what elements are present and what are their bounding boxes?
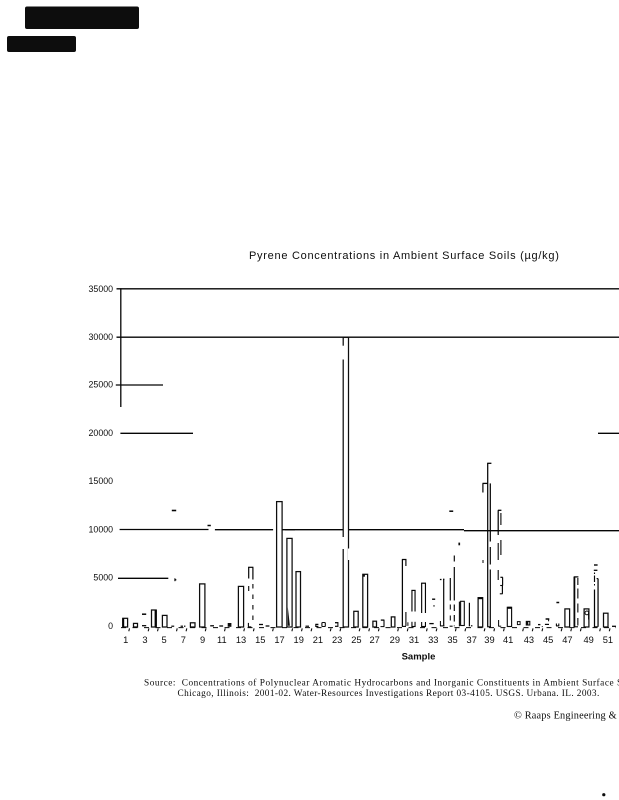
svg-text:20000: 20000 — [89, 428, 114, 438]
svg-text:43: 43 — [524, 635, 534, 645]
svg-text:25000: 25000 — [89, 380, 114, 390]
svg-text:23: 23 — [332, 635, 342, 645]
svg-text:10000: 10000 — [89, 524, 114, 534]
svg-text:11: 11 — [217, 635, 227, 645]
svg-text:21: 21 — [313, 635, 323, 645]
svg-text:30000: 30000 — [89, 332, 114, 342]
svg-text:27: 27 — [369, 635, 379, 645]
svg-text:© Raaps Engineering & A: © Raaps Engineering & A — [514, 711, 619, 722]
svg-text:25: 25 — [351, 635, 361, 645]
svg-text:1: 1 — [123, 635, 128, 645]
svg-text:Pyrene Concentrations in Ambie: Pyrene Concentrations in Ambient Surface… — [249, 250, 560, 262]
svg-text:19: 19 — [294, 635, 304, 645]
svg-text:41: 41 — [503, 635, 513, 645]
svg-text:39: 39 — [484, 635, 494, 645]
svg-text:15: 15 — [255, 635, 265, 645]
svg-text:15000: 15000 — [89, 476, 114, 486]
svg-text:49: 49 — [584, 635, 594, 645]
svg-text:5: 5 — [162, 635, 167, 645]
svg-text:45: 45 — [543, 635, 553, 645]
svg-text:7: 7 — [181, 635, 186, 645]
svg-text:47: 47 — [562, 635, 572, 645]
svg-text:51: 51 — [603, 635, 613, 645]
svg-text:3: 3 — [142, 635, 147, 645]
svg-text:31: 31 — [409, 635, 419, 645]
svg-text:37: 37 — [467, 635, 477, 645]
svg-text:29: 29 — [390, 635, 400, 645]
svg-text:5000: 5000 — [93, 573, 113, 583]
svg-text:17: 17 — [274, 635, 284, 645]
svg-text:Chicago, Illinois: 2001-02. W: Chicago, Illinois: 2001-02. Water-Resour… — [178, 689, 600, 699]
svg-text:Sample: Sample — [402, 652, 436, 663]
svg-text:9: 9 — [200, 635, 205, 645]
svg-text:0: 0 — [108, 621, 113, 631]
svg-text:13: 13 — [236, 635, 246, 645]
svg-text:33: 33 — [428, 635, 438, 645]
svg-text:Source: Concentrations of Pol: Source: Concentrations of Polynuclear Ar… — [144, 678, 619, 689]
svg-text:35000: 35000 — [89, 284, 114, 294]
svg-text:35: 35 — [447, 635, 457, 645]
